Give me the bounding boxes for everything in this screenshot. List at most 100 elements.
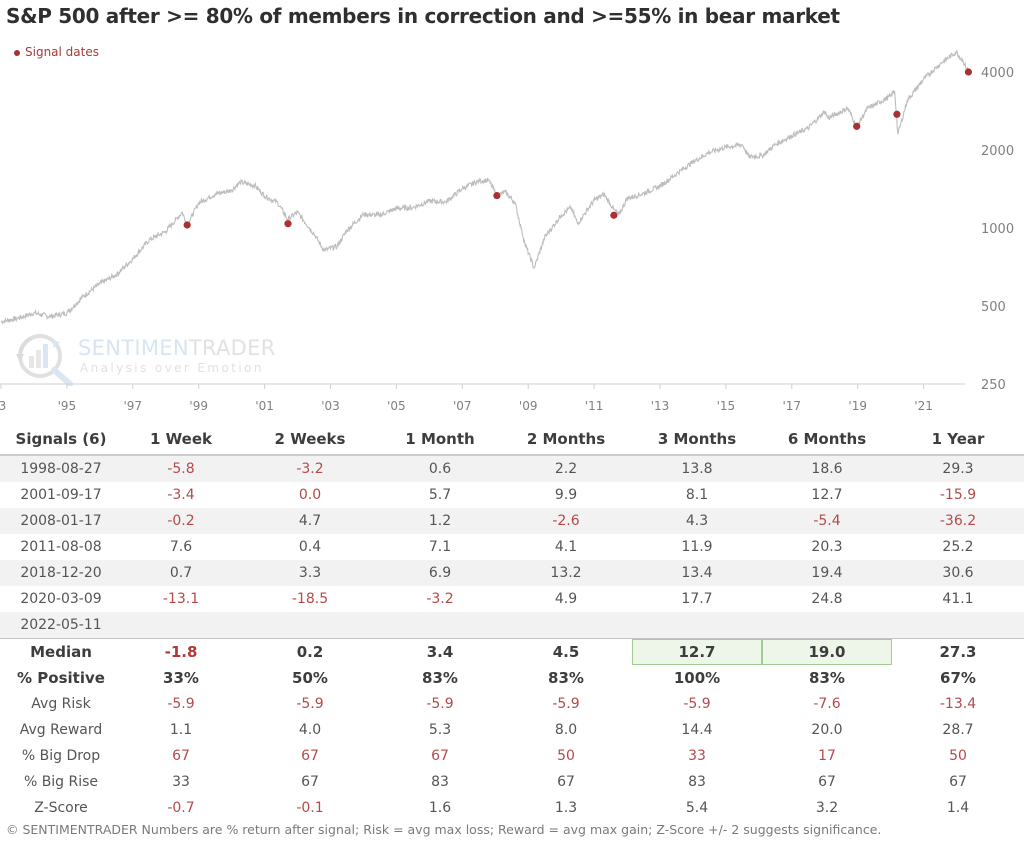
stats-row: % Positive 33% 50% 83% 83% 100% 83% 67% (0, 665, 1024, 691)
return-cell: 9.9 (554, 487, 578, 503)
stat-cell: 19.0 (762, 638, 892, 665)
stat-cell: 0.2 (240, 638, 380, 665)
stat-label: Median (0, 638, 122, 665)
stat-label: Avg Reward (19, 722, 103, 738)
return-cell: 41.1 (942, 591, 974, 607)
stat-label: % Positive (17, 669, 105, 687)
stat-cell: 67 (949, 774, 967, 790)
return-cell: 13.4 (632, 560, 762, 586)
price-chart: '93 '95 '97 '99 '01 '03 '05 '07 '09 '11 '13 '15 '17 '… (0, 49, 1014, 413)
y-tick-label: 500 (981, 300, 1006, 315)
return-cell: 30.6 (892, 560, 1024, 586)
stat-cell: 67 (557, 774, 575, 790)
header-signals: Signals (6) (0, 424, 122, 456)
header-2-months: 2 Months (500, 424, 632, 456)
x-tick-label: '93 (0, 399, 6, 413)
return-cell: 5.7 (428, 487, 452, 503)
stat-cell: 14.4 (681, 722, 713, 738)
stat-cell: 67 (301, 748, 319, 764)
stat-label: Z-Score (34, 800, 88, 816)
x-tick-label: '09 (519, 399, 538, 413)
x-tick-label: '13 (651, 399, 670, 413)
return-cell: -5.8 (122, 455, 240, 482)
legend-label: Signal dates (25, 45, 99, 59)
logo-brand: SENTIMENTRADER (78, 336, 276, 360)
return-cell (892, 612, 1024, 639)
signal-dot (853, 122, 861, 130)
stat-cell: -5.9 (426, 696, 454, 712)
return-cell: 4.7 (240, 508, 380, 534)
return-cell (380, 612, 500, 639)
stat-cell: 12.7 (632, 638, 762, 665)
return-cell: -0.2 (122, 508, 240, 534)
stat-cell: 67 (172, 748, 190, 764)
table-row: 2020-03-09 -13.1 -18.5 -3.2 4.9 17.7 24.8 41.1 (0, 586, 1024, 612)
signal-dot (610, 211, 618, 219)
x-tick-label: '07 (453, 399, 472, 413)
magnifier-chart-logo-icon (16, 334, 73, 386)
return-cell (762, 612, 892, 639)
x-tick-label: '05 (387, 399, 406, 413)
signal-date: 1998-08-27 (0, 455, 122, 482)
return-cell: 8.1 (685, 487, 709, 503)
stat-cell: -0.1 (296, 800, 324, 816)
stats-row: % Big Rise 33 67 83 67 83 67 67 (0, 769, 1024, 795)
return-cell: 0.4 (298, 539, 322, 555)
y-tick-label: 4000 (981, 66, 1014, 81)
stat-cell: 1.1 (169, 722, 193, 738)
stat-cell: -5.9 (296, 696, 324, 712)
return-cell: 0.6 (380, 455, 500, 482)
signal-dot (284, 220, 292, 228)
return-cell (240, 612, 380, 639)
stat-cell: 50% (292, 669, 328, 687)
stat-cell: 67 (431, 748, 449, 764)
signal-dots-layer (183, 68, 973, 229)
stat-cell: 5.3 (428, 722, 452, 738)
table-header-row: Signals (6) 1 Week 2 Weeks 1 Month 2 Mon… (0, 424, 1024, 456)
return-cell: 13.8 (632, 455, 762, 482)
stat-cell: 100% (673, 669, 721, 687)
header-1-month: 1 Month (380, 424, 500, 456)
stat-cell: -5.9 (552, 696, 580, 712)
return-cell: 4.9 (554, 591, 578, 607)
stat-cell: 83% (548, 669, 584, 687)
return-cell: 12.7 (811, 487, 843, 503)
x-tick-label: '19 (848, 399, 867, 413)
stat-cell: 50 (557, 748, 575, 764)
logo-tagline: Analysis over Emotion (80, 361, 264, 375)
stat-cell: 83% (422, 669, 458, 687)
stat-label: Avg Risk (31, 696, 91, 712)
x-tick-label: '15 (717, 399, 736, 413)
return-cell (500, 612, 632, 639)
signal-date: 2001-09-17 (20, 487, 102, 503)
signal-dot (893, 110, 901, 118)
signal-date: 2020-03-09 (20, 591, 102, 607)
header-6-months: 6 Months (762, 424, 892, 456)
stats-row: Z-Score -0.7 -0.1 1.6 1.3 5.4 3.2 1.4 (0, 795, 1024, 821)
stat-cell: 3.2 (815, 800, 839, 816)
return-cell: 18.6 (762, 455, 892, 482)
x-tick-label: '97 (124, 399, 143, 413)
stat-cell: 1.3 (554, 800, 578, 816)
stat-cell: 27.3 (892, 638, 1024, 665)
y-tick-label: 2000 (981, 144, 1014, 159)
return-cell: 7.1 (428, 539, 452, 555)
stat-cell: 67% (940, 669, 976, 687)
signal-dot (964, 68, 973, 76)
footer-note: © SENTIMENTRADER Numbers are % return af… (6, 822, 882, 837)
stat-cell: 33 (172, 774, 190, 790)
stat-cell: 33 (688, 748, 706, 764)
return-cell: -18.5 (291, 591, 329, 607)
return-cell: -3.2 (426, 591, 454, 607)
axis-layer: '93 '95 '97 '99 '01 '03 '05 '07 '09 '11 '13 '15 '17 '… (0, 66, 1014, 413)
stat-cell: 83 (431, 774, 449, 790)
table-body: 1998-08-27 -5.8 -3.2 0.6 2.2 13.8 18.6 29.3 2001… (0, 455, 1024, 821)
return-cell: 1.2 (380, 508, 500, 534)
logo-brand-part2: TRADER (188, 336, 276, 360)
return-cell: -2.6 (500, 508, 632, 534)
stats-row: Avg Reward 1.1 4.0 5.3 8.0 14.4 20.0 28.7 (0, 717, 1024, 743)
return-cell (632, 612, 762, 639)
signal-date: 2011-08-08 (20, 539, 102, 555)
return-cell: -3.2 (240, 455, 380, 482)
header-2-weeks: 2 Weeks (240, 424, 380, 456)
